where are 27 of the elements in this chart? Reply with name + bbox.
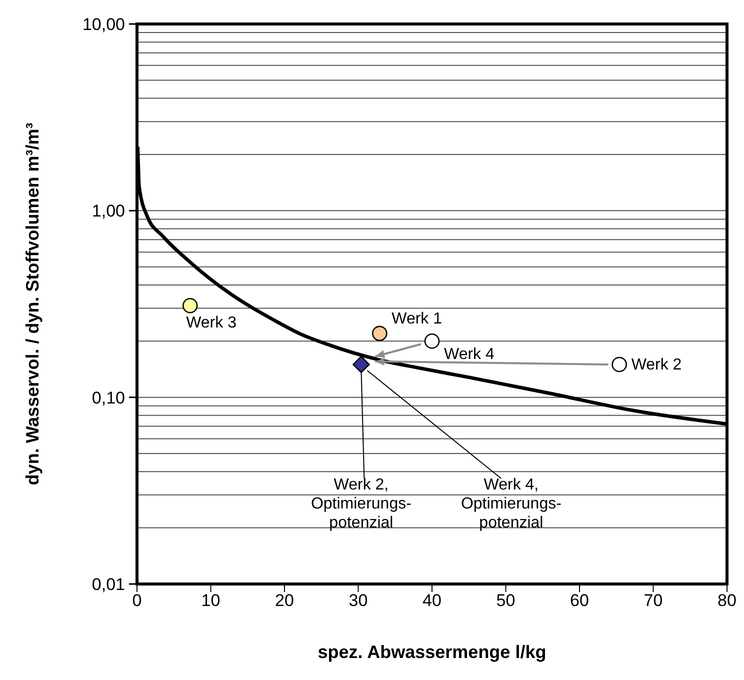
- y-tick-label: 0,01: [92, 574, 125, 594]
- x-tick-label: 40: [422, 591, 442, 610]
- x-tick-label: 70: [644, 591, 663, 610]
- series-label: Werk 4: [444, 346, 494, 364]
- y-tick-label: 10,00: [82, 14, 125, 34]
- series-label: Werk 1: [392, 310, 442, 328]
- line-series: [137, 145, 727, 426]
- point: [424, 333, 440, 349]
- x-tick-label: 10: [201, 591, 220, 610]
- point: [612, 356, 627, 372]
- y-tick-label: 0,10: [92, 388, 125, 408]
- point: [372, 326, 388, 342]
- y-tick-label: 1,00: [92, 202, 125, 221]
- point: [182, 298, 198, 314]
- x-tick-label: 60: [570, 591, 589, 610]
- x-tick-label: 80: [718, 591, 736, 610]
- annotation: Werk 4, Optimierungs-potenzial: [460, 476, 562, 532]
- series-label: Werk 2: [631, 356, 682, 374]
- y-axis-title: dyn. Wasservol. / dyn. Stoffvolumen m³/m³: [22, 122, 42, 486]
- x-axis-title: spez. Abwassermenge l/kg: [318, 642, 546, 662]
- x-tick-label: 50: [496, 591, 516, 610]
- annotation: Werk 2, Optimierungs-potenzial: [310, 476, 412, 532]
- x-tick-label: 0: [132, 591, 142, 610]
- point: [352, 356, 370, 374]
- series-label: Werk 3: [186, 314, 237, 332]
- x-tick-label: 30: [348, 591, 368, 610]
- x-tick-label: 20: [275, 591, 294, 610]
